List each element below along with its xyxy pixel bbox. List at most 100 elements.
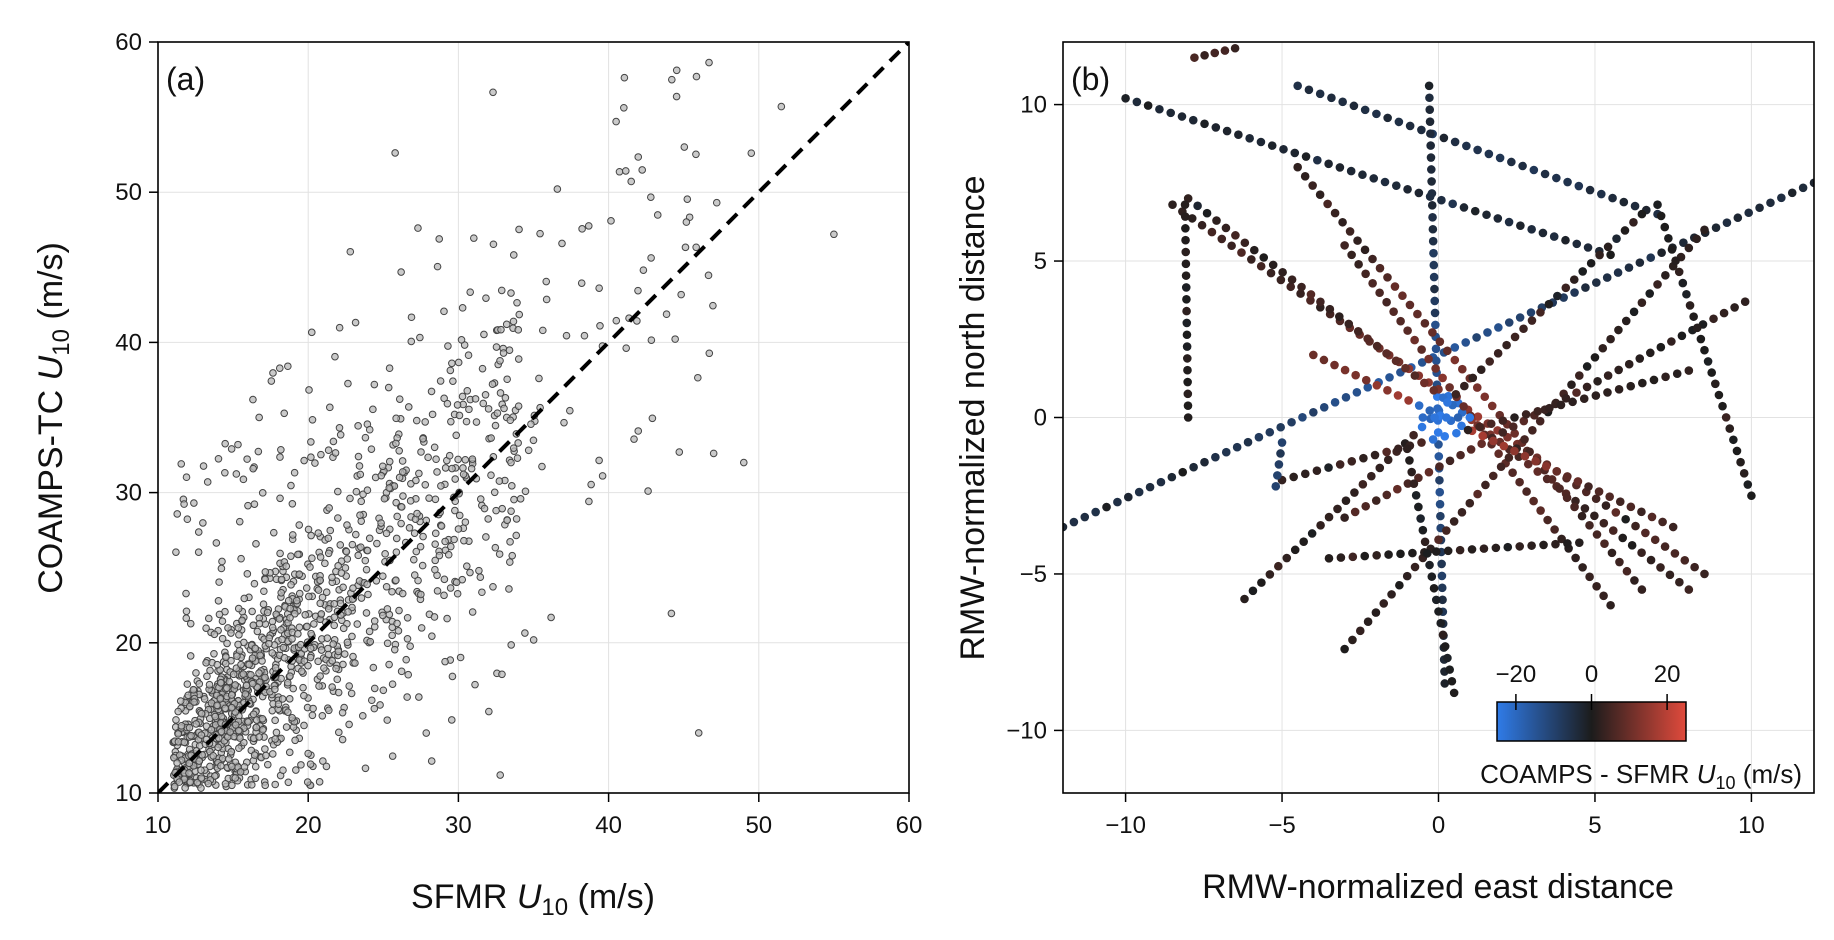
scatter-point	[187, 731, 195, 740]
scatter-point	[256, 651, 264, 660]
track-point	[1380, 177, 1390, 187]
scatter-point	[412, 476, 420, 485]
track-point	[1494, 323, 1503, 332]
scatter-point	[344, 379, 352, 388]
track-point	[1182, 354, 1192, 363]
track-point	[1672, 369, 1682, 378]
scatter-point	[249, 464, 257, 473]
scatter-point	[495, 550, 504, 558]
scatter-point	[443, 614, 451, 623]
track-point	[1276, 275, 1286, 285]
scatter-point	[536, 229, 544, 238]
scatter-point	[306, 644, 315, 653]
track-point	[1431, 364, 1440, 373]
scatter-point	[346, 247, 355, 256]
scatter-point	[388, 680, 397, 688]
track-point	[1581, 283, 1590, 292]
track-point	[1181, 224, 1190, 233]
track-point	[1393, 484, 1402, 494]
track-point	[1696, 334, 1706, 344]
scatter-point	[514, 326, 523, 334]
scatter-point	[286, 613, 294, 622]
scatter-point	[521, 629, 529, 637]
track-point	[1417, 345, 1426, 354]
scatter-point	[385, 364, 394, 373]
track-point	[1403, 479, 1413, 488]
track-point	[1583, 243, 1593, 252]
scatter-point	[306, 760, 315, 768]
scatter-point	[277, 588, 286, 597]
track-point	[1276, 422, 1285, 432]
track-point	[1427, 165, 1436, 174]
scatter-point	[455, 411, 464, 420]
scatter-point	[319, 757, 327, 765]
y-tick-label: 50	[115, 179, 142, 206]
track-point	[1563, 539, 1572, 548]
track-point	[1274, 460, 1284, 469]
track-point	[1393, 444, 1403, 454]
track-point	[1424, 354, 1433, 364]
scatter-point	[215, 578, 223, 586]
scatter-point	[303, 622, 311, 631]
scatter-point	[185, 769, 193, 777]
track-point	[1134, 487, 1144, 497]
scatter-point	[247, 670, 255, 679]
scatter-point	[255, 619, 264, 628]
track-point	[1549, 232, 1559, 241]
scatter-point	[370, 617, 379, 625]
scatter-point	[204, 614, 213, 623]
track-point	[1592, 582, 1601, 591]
scatter-point	[467, 464, 476, 473]
scatter-point	[218, 617, 227, 625]
track-point	[1348, 552, 1358, 562]
scatter-point	[478, 588, 486, 597]
one-to-one-line	[158, 42, 909, 793]
track-point	[1416, 514, 1425, 523]
scatter-point	[404, 670, 413, 679]
panel-b-y-ticks: −10 −5 0 5 10	[1006, 92, 1063, 744]
scatter-point	[427, 387, 436, 396]
x-tick-label: 0	[1432, 812, 1445, 839]
track-point	[1572, 388, 1581, 397]
scatter-point	[261, 575, 269, 584]
track-point	[1212, 216, 1221, 225]
scatter-point	[331, 449, 340, 457]
track-point	[1293, 81, 1302, 91]
scatter-point	[506, 558, 514, 566]
track-point	[1601, 501, 1611, 510]
scatter-point	[334, 514, 342, 522]
scatter-point	[395, 473, 404, 482]
scatter-point	[241, 690, 250, 698]
x-tick-label: 10	[1738, 812, 1765, 839]
scatter-point	[177, 460, 186, 468]
track-point	[1578, 563, 1587, 572]
track-point	[1417, 125, 1426, 135]
track-point	[1340, 644, 1349, 654]
scatter-point	[441, 537, 449, 546]
scatter-point	[431, 495, 440, 504]
scatter-point	[372, 576, 381, 585]
track-point	[1190, 53, 1199, 62]
scatter-point	[240, 594, 249, 603]
scatter-point	[203, 672, 211, 681]
scatter-point	[290, 468, 299, 477]
scatter-point	[384, 383, 393, 392]
track-point	[1349, 101, 1359, 111]
scatter-point	[197, 784, 205, 792]
scatter-point	[379, 611, 387, 620]
panel-a-x-ticks: 10 20 30 40 50 60	[145, 793, 922, 839]
scatter-point	[250, 579, 259, 588]
scatter-point	[513, 298, 521, 307]
scatter-point	[448, 464, 456, 473]
scatter-point	[694, 373, 702, 382]
track-point	[1286, 282, 1296, 292]
scatter-point	[334, 647, 343, 656]
track-point	[1177, 112, 1187, 121]
x-tick-label: −5	[1268, 812, 1295, 839]
scatter-point	[653, 211, 662, 219]
scatter-point	[648, 414, 657, 423]
track-point	[1599, 591, 1608, 601]
scatter-point	[524, 446, 533, 455]
scatter-point	[299, 683, 307, 692]
track-point	[1538, 228, 1548, 238]
